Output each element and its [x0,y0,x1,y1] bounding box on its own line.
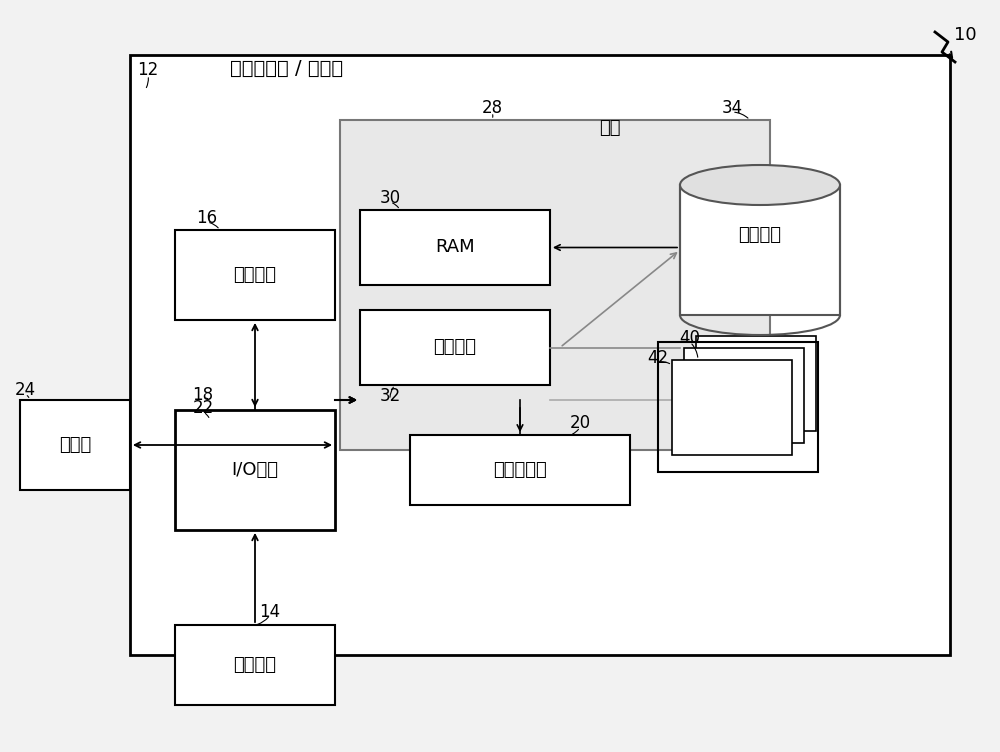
Bar [20,400,130,490]
Text: 显示器: 显示器 [59,436,91,454]
Text: 34: 34 [721,99,743,117]
Text: 处理单元: 处理单元 [234,266,276,284]
Bar [360,210,550,285]
Text: 20: 20 [569,414,591,432]
Bar [340,120,770,450]
Text: 42: 42 [647,349,669,367]
Text: 16: 16 [196,209,218,227]
Bar [175,410,335,530]
Bar [696,336,816,431]
Text: 24: 24 [14,381,36,399]
Bar [680,185,840,315]
Text: 32: 32 [379,387,401,405]
Text: RAM: RAM [435,238,475,256]
Bar [130,55,950,655]
Text: 高速缓存: 高速缓存 [434,338,477,356]
Text: 12: 12 [137,61,159,79]
Text: 存储系统: 存储系统 [738,226,782,244]
Bar [175,230,335,320]
Text: 14: 14 [259,603,281,621]
Bar [360,310,550,385]
Bar [672,360,792,455]
Text: 外部设备: 外部设备 [234,656,276,674]
Ellipse shape [680,165,840,205]
Bar [175,625,335,705]
Text: 18: 18 [192,386,214,404]
Text: I/O接口: I/O接口 [232,461,278,479]
Text: 计算机系统 / 服务器: 计算机系统 / 服务器 [230,59,343,77]
Text: 22: 22 [192,399,214,417]
Text: 28: 28 [481,99,503,117]
Text: 10: 10 [954,26,976,44]
Text: 40: 40 [680,329,700,347]
Text: 内存: 内存 [599,119,621,137]
Bar [410,435,630,505]
Bar [684,348,804,443]
Bar [658,342,818,472]
Text: 30: 30 [379,189,401,207]
Text: 网络适配器: 网络适配器 [493,461,547,479]
